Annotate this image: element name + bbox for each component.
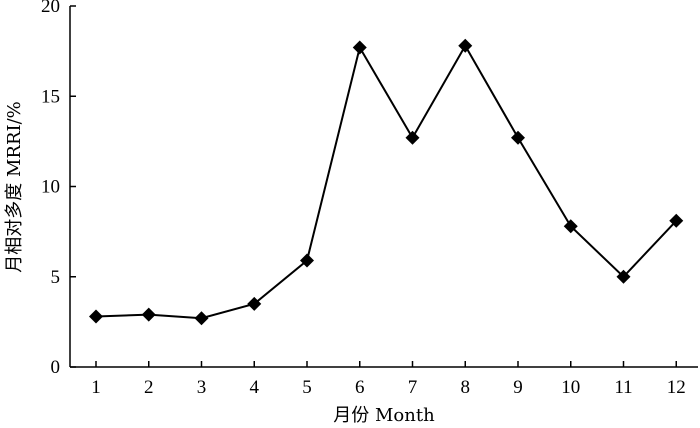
x-tick-label: 1 — [91, 377, 101, 398]
series-line — [95, 43, 677, 320]
x-tick-label: 11 — [614, 377, 632, 398]
axes — [69, 6, 698, 368]
data-point-marker — [458, 38, 473, 53]
data-point-marker — [669, 213, 684, 228]
x-axis-ticks: 1 2 3 4 5 6 7 8 9 10 11 12 — [91, 361, 686, 398]
data-point-marker — [89, 309, 103, 324]
y-tick-label: 0 — [51, 357, 61, 378]
data-point-marker — [405, 130, 420, 145]
data-point-marker — [352, 40, 367, 55]
x-tick-label: 12 — [667, 377, 686, 398]
y-axis-ticks: 0 5 10 15 20 — [41, 0, 76, 378]
x-tick-label: 2 — [144, 377, 154, 398]
y-axis-title: 月相对多度 MRRI/% — [4, 101, 25, 273]
x-tick-label: 7 — [408, 377, 418, 398]
x-tick-label: 9 — [513, 377, 523, 398]
data-point-marker — [563, 219, 578, 234]
y-tick-label: 15 — [41, 86, 60, 107]
y-tick-label: 20 — [41, 0, 60, 17]
data-point-marker — [511, 130, 525, 145]
series-group — [89, 38, 684, 326]
data-point-marker — [616, 269, 631, 284]
y-tick-label: 5 — [51, 267, 61, 288]
x-tick-label: 5 — [302, 377, 312, 398]
x-tick-label: 8 — [461, 377, 471, 398]
data-point-marker — [247, 296, 262, 311]
x-tick-label: 4 — [250, 377, 260, 398]
x-tick-label: 10 — [561, 377, 580, 398]
x-tick-label: 6 — [355, 377, 365, 398]
x-axis-title: 月份 Month — [333, 405, 435, 426]
data-point-marker — [300, 253, 314, 268]
y-tick-label: 10 — [41, 177, 60, 198]
data-point-marker — [141, 307, 156, 322]
x-tick-label: 3 — [197, 377, 207, 398]
data-point-marker — [194, 311, 209, 326]
